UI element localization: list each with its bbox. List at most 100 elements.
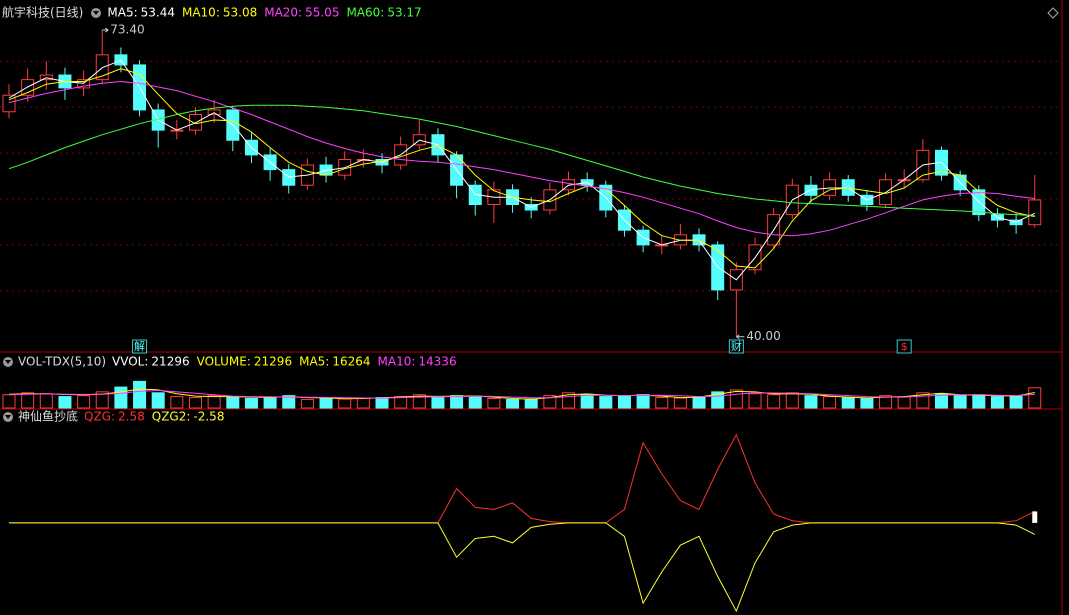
volume-bar — [375, 397, 389, 409]
legend-value: 21296 — [254, 355, 292, 369]
series-line — [8, 80, 1035, 237]
series-line — [8, 59, 1036, 281]
legend-name: MA5: — [299, 355, 329, 369]
series-line — [9, 522, 1036, 613]
volume-bar — [729, 389, 743, 409]
volume-bar — [77, 395, 91, 409]
volume-bar — [39, 393, 53, 409]
volume-bar — [673, 397, 687, 409]
legend-value: 2.58 — [118, 410, 145, 424]
volume-bar — [151, 392, 165, 409]
legend-name: MA60: — [346, 6, 384, 20]
volume-bar — [58, 396, 72, 409]
volume-bar — [823, 396, 837, 409]
volume-bar — [338, 398, 352, 409]
event-marker: 财 — [731, 339, 742, 353]
volume-bar — [841, 397, 855, 409]
volume-bar — [692, 396, 706, 409]
volume-bar — [487, 398, 501, 409]
panel-title: 神仙鱼抄底 — [18, 409, 78, 424]
legend-value: 53.17 — [387, 6, 421, 20]
volume-bar — [860, 398, 874, 409]
legend-value: 53.08 — [223, 6, 257, 20]
menu-icon[interactable] — [91, 8, 101, 18]
panel-title: VOL-TDX(5,10) — [18, 355, 106, 369]
volume-bar — [897, 396, 911, 409]
legend-name: MA5: — [107, 6, 137, 20]
volume-bar — [244, 398, 258, 409]
series-line — [8, 388, 1035, 400]
volume-bar — [300, 398, 314, 409]
diamond-icon[interactable] — [1047, 7, 1059, 19]
volume-bar — [543, 395, 557, 409]
event-box — [896, 339, 912, 354]
volume-bar — [767, 394, 781, 409]
annotation-line — [736, 334, 745, 340]
volume-bar — [468, 395, 482, 409]
volume-bar — [431, 397, 445, 409]
volume-bar — [21, 392, 35, 409]
legend-value: 53.44 — [141, 6, 175, 20]
volume-bar — [412, 394, 426, 409]
volume-bar — [990, 396, 1004, 409]
volume-bar — [394, 396, 408, 409]
volume-bar — [114, 386, 128, 409]
volume-bar — [450, 395, 464, 409]
legend-value: 21296 — [151, 355, 189, 369]
low-label: 40.00 — [746, 329, 780, 343]
volume-bar — [972, 394, 986, 409]
event-box — [132, 339, 148, 354]
volume-bar — [356, 397, 370, 409]
event-marker: $ — [901, 340, 908, 353]
volume-bar — [655, 397, 669, 409]
volume-bar — [207, 395, 221, 409]
legend-value: 14336 — [418, 355, 456, 369]
series-line — [8, 389, 1035, 399]
volume-bar — [506, 398, 520, 409]
volume-bar — [133, 380, 147, 409]
legend-value: 16264 — [332, 355, 370, 369]
chart-title: 航宇科技(日线) — [2, 5, 83, 20]
signal-bar — [1032, 511, 1038, 523]
volume-bar — [226, 396, 240, 409]
legend-name: MA20: — [264, 6, 302, 20]
volume-bar — [170, 396, 184, 409]
event-box — [728, 339, 744, 354]
volume-bar — [1028, 387, 1042, 409]
volume-bar — [189, 397, 202, 409]
menu-icon[interactable] — [3, 357, 13, 367]
volume-bar — [748, 393, 762, 409]
legend-value: -2.58 — [193, 410, 224, 424]
candle-body — [1028, 199, 1042, 226]
legend-name: MA10: — [378, 355, 416, 369]
series-line — [8, 104, 1035, 217]
volume-bar — [2, 394, 16, 409]
volume-bar — [1009, 395, 1023, 409]
volume-bar — [580, 394, 594, 409]
legend-value: 55.05 — [305, 6, 339, 20]
volume-bar — [636, 394, 650, 409]
legend-name: VOLUME: — [197, 355, 251, 369]
volume-bar — [804, 395, 818, 409]
event-marker: 解 — [134, 339, 145, 353]
legend-name: MA10: — [182, 6, 220, 20]
high-label: 73.40 — [110, 23, 144, 37]
volume-bar — [785, 392, 799, 409]
candle-body — [2, 94, 16, 113]
volume-bar — [319, 398, 333, 409]
legend-name: QZG: — [84, 410, 115, 424]
volume-bar — [617, 395, 631, 409]
volume-bar — [263, 397, 277, 409]
volume-bar — [953, 395, 967, 409]
legend-name: VVOL: — [112, 355, 148, 369]
volume-bar — [282, 395, 296, 409]
series-line — [8, 68, 1035, 269]
menu-icon[interactable] — [3, 412, 13, 422]
volume-bar — [95, 391, 109, 409]
volume-bar — [524, 398, 538, 409]
annotation-line — [102, 27, 109, 33]
volume-bar — [879, 395, 893, 409]
